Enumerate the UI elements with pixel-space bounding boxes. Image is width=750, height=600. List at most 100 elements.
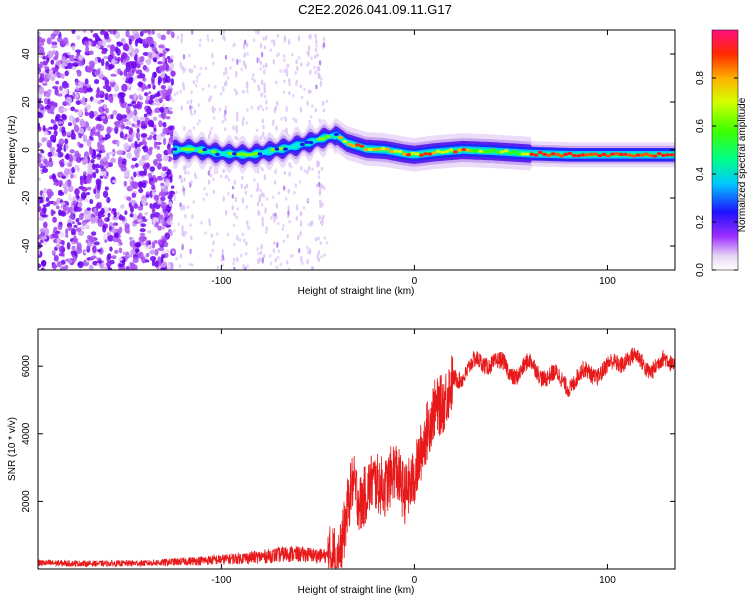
spectrogram-noise-cell <box>88 237 96 243</box>
snr-y-tick-label: 4000 <box>21 422 32 445</box>
spectrogram-noise-cell <box>113 210 117 218</box>
spectrogram-noise-cell <box>175 256 178 261</box>
spectrogram-noise-cell <box>163 63 167 70</box>
spectrogram-noise-cell <box>152 116 158 121</box>
spectrogram-noise-cell <box>316 52 319 58</box>
spectrogram-noise-cell <box>200 220 203 225</box>
spectrogram-noise-cell <box>211 52 214 58</box>
spectrogram-peak-cell <box>274 147 280 151</box>
spectrogram-noise-cell <box>73 108 79 113</box>
spectrogram-noise-cell <box>58 138 65 146</box>
spectrogram-noise-cell <box>119 70 124 76</box>
spectrogram-noise-cell <box>164 108 169 114</box>
spectrogram-noise-cell <box>176 91 179 96</box>
spectrogram-noise-cell <box>306 100 309 107</box>
spectrogram-noise-cell <box>55 113 61 121</box>
spectrogram-noise-cell <box>299 230 302 237</box>
spectrogram-noise-cell <box>42 124 46 132</box>
spectrogram-peak-cell <box>452 150 458 154</box>
spectrogram-noise-cell <box>72 62 79 67</box>
spectrogram-noise-cell <box>60 90 66 95</box>
spectrogram-noise-cell <box>71 246 77 251</box>
spectrogram-noise-cell <box>52 56 58 61</box>
spectrogram-panel: -100 0 100 -40 -20 0 20 40 Height of straight … <box>7 29 676 297</box>
spectrogram-y-tick-label: -20 <box>21 190 32 205</box>
spectrogram-noise-cell <box>187 171 190 175</box>
spectrogram-noise-cell <box>51 120 57 124</box>
spectrogram-noise-cell <box>299 255 303 262</box>
spectrogram-peak-cell <box>427 152 433 156</box>
spectrogram-noise-cell <box>238 58 242 63</box>
spectrogram-noise-cell <box>154 93 158 98</box>
spectrogram-noise-cell <box>207 179 211 185</box>
spectrogram-noise-cell <box>41 167 49 173</box>
spectrogram-noise-cell <box>38 54 43 59</box>
spectrogram-noise-cell <box>276 34 280 38</box>
spectrogram-noise-cell <box>224 55 228 60</box>
spectrogram-noise-cell <box>124 223 130 230</box>
spectrogram-noise-cell <box>53 226 58 232</box>
spectrogram-noise-cell <box>218 107 222 112</box>
spectrogram-noise-cell <box>76 246 83 254</box>
spectrogram-noise-cell <box>186 205 190 209</box>
spectrogram-noise-cell <box>136 128 140 134</box>
spectrogram-noise-cell <box>247 226 251 230</box>
spectrogram-noise-cell <box>322 100 325 107</box>
spectrogram-noise-cell <box>134 163 139 168</box>
spectrogram-noise-cell <box>148 91 152 95</box>
spectrogram-noise-cell <box>124 126 130 130</box>
spectrogram-peak-cell <box>605 154 611 158</box>
spectrogram-peak-cell <box>389 150 395 154</box>
spectrogram-noise-cell <box>95 93 100 99</box>
spectrogram-noise-cell <box>161 226 165 230</box>
spectrogram-noise-cell <box>130 237 134 241</box>
spectrogram-peak-cell <box>525 152 530 156</box>
spectrogram-noise-cell <box>68 122 72 127</box>
spectrogram-peak-cell <box>397 149 403 154</box>
spectrogram-noise-cell <box>181 229 184 236</box>
spectrogram-noise-cell <box>261 118 265 124</box>
spectrogram-noise-cell <box>322 108 326 113</box>
colorbar-ticks: 0.0 0.2 0.4 0.6 0.8 <box>695 71 738 277</box>
spectrogram-noise-cell <box>243 185 247 190</box>
spectrogram-peak-cell <box>359 144 365 148</box>
spectrogram-noise-cell <box>170 70 176 77</box>
spectrogram-noise-cell <box>183 177 186 182</box>
colorbar: 0.0 0.2 0.4 0.6 0.8 Normalized spectral ampl… <box>695 29 748 277</box>
spectrogram-noise-cell <box>102 85 110 90</box>
spectrogram-noise-cell <box>72 174 77 179</box>
spectrogram-noise-cell <box>171 250 175 255</box>
spectrogram-noise-cell <box>145 95 151 101</box>
spectrogram-noise-cell <box>246 220 249 225</box>
spectrogram-noise-cell <box>38 86 45 95</box>
spectrogram-noise-cell <box>112 215 119 221</box>
spectrogram-noise-cell <box>61 175 66 180</box>
spectrogram-noise-cell <box>170 55 174 60</box>
spectrogram-y-label: Frequency (Hz) <box>7 116 18 185</box>
spectrogram-noise-cell <box>320 255 323 259</box>
spectrogram-noise-cell <box>48 69 54 75</box>
spectrogram-noise-cell <box>183 67 187 72</box>
spectrogram-noise-cell <box>86 174 91 181</box>
spectrogram-noise-cell <box>295 82 298 87</box>
spectrogram-noise-cell <box>132 257 139 264</box>
spectrogram-noise-cell <box>105 261 112 267</box>
spectrogram-noise-cell <box>112 30 118 35</box>
spectrogram-noise-cell <box>146 107 153 115</box>
colorbar-label: Normalized spectral amplitude <box>737 97 748 232</box>
spectrogram-noise-cell <box>78 81 84 89</box>
spectrogram-noise-cell <box>207 83 211 88</box>
spectrogram-noise-cell <box>180 33 184 39</box>
spectrogram-noise-cell <box>69 57 76 62</box>
spectrogram-noise-cell <box>66 242 71 250</box>
spectrogram-noise-cell <box>60 202 66 206</box>
spectrogram-noise-cell <box>265 106 269 110</box>
spectrogram-noise-cell <box>234 196 238 203</box>
spectrogram-noise-cell <box>89 199 94 205</box>
spectrogram-noise-cell <box>125 64 132 73</box>
spectrogram-noise-cell <box>66 258 73 264</box>
spectrogram-noise-cell <box>158 106 165 112</box>
spectrogram-noise-cell <box>116 149 124 156</box>
snr-x-label: Height of straight line (km) <box>298 585 415 596</box>
spectrogram-peak-cell <box>219 152 225 156</box>
